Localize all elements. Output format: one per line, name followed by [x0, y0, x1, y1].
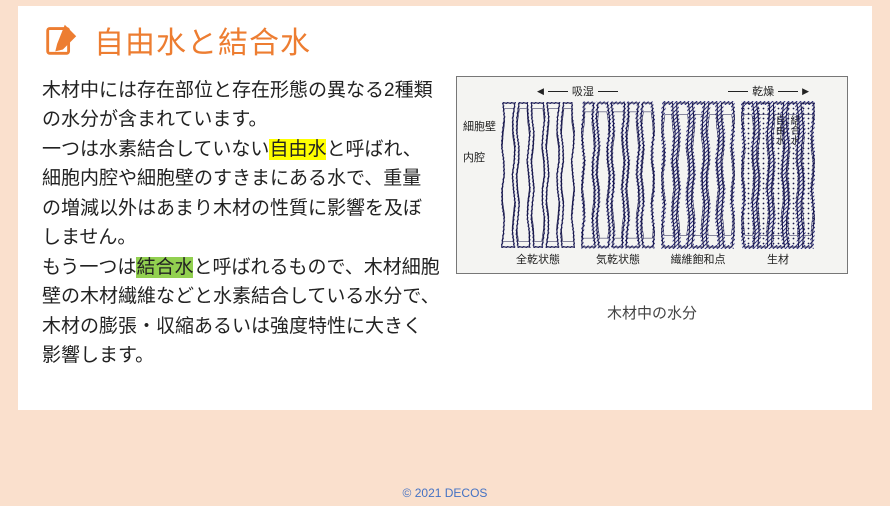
- moisture-diagram: 吸湿 乾燥 細胞壁 内腔 自由水 結合水 全乾状態 気: [456, 76, 848, 274]
- label-cell-wall: 細胞壁: [463, 121, 496, 134]
- edit-note-icon: [42, 21, 80, 59]
- label-lumen: 内腔: [463, 152, 496, 165]
- panel-caption-0: 全乾状態: [501, 251, 575, 267]
- panel-2: 繊維飽和点: [661, 101, 735, 249]
- arrow-absorb: 吸湿: [537, 83, 618, 99]
- arrow-row: 吸湿 乾燥: [457, 83, 847, 99]
- highlight-bound-water: 結合水: [136, 257, 193, 278]
- panel-1: 気乾状態: [581, 101, 655, 249]
- body-text: 木材中には存在部位と存在形態の異なる2種類の水分が含まれています。 一つは水素結…: [42, 76, 440, 370]
- arrow-absorb-label: 吸湿: [572, 83, 594, 99]
- title-row: 自由水と結合水: [42, 18, 848, 62]
- highlight-free-water: 自由水: [269, 139, 326, 160]
- panel-3: 生材: [741, 101, 815, 249]
- panel-0: 全乾状態: [501, 101, 575, 249]
- arrow-dry-label: 乾燥: [752, 83, 774, 99]
- panel-row: 全乾状態 気乾状態 繊維飽和点 生材: [501, 101, 815, 249]
- side-labels: 細胞壁 内腔: [463, 121, 496, 183]
- body-p3a: もう一つは: [42, 257, 136, 278]
- body-p2a: 一つは水素結合していない: [42, 139, 269, 160]
- copyright: © 2021 DECOS: [0, 486, 890, 500]
- panel-caption-3: 生材: [741, 251, 815, 267]
- content: 木材中には存在部位と存在形態の異なる2種類の水分が含まれています。 一つは水素結…: [42, 76, 848, 370]
- body-p1: 木材中には存在部位と存在形態の異なる2種類の水分が含まれています。: [42, 80, 433, 130]
- figure-column: 吸湿 乾燥 細胞壁 内腔 自由水 結合水 全乾状態 気: [456, 76, 848, 370]
- slide-title: 自由水と結合水: [94, 18, 311, 62]
- panel-caption-1: 気乾状態: [581, 251, 655, 267]
- arrow-dry: 乾燥: [728, 83, 809, 99]
- panel-caption-2: 繊維飽和点: [661, 251, 735, 267]
- figure-caption: 木材中の水分: [456, 302, 848, 323]
- slide: 自由水と結合水 木材中には存在部位と存在形態の異なる2種類の水分が含まれています…: [18, 6, 872, 410]
